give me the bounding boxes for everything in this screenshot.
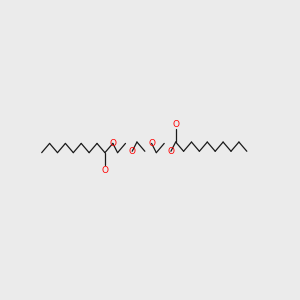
Text: O: O (172, 120, 179, 129)
Text: O: O (148, 139, 155, 148)
Text: O: O (109, 139, 116, 148)
Text: O: O (167, 147, 174, 156)
Text: O: O (129, 147, 136, 156)
Text: O: O (101, 166, 108, 175)
